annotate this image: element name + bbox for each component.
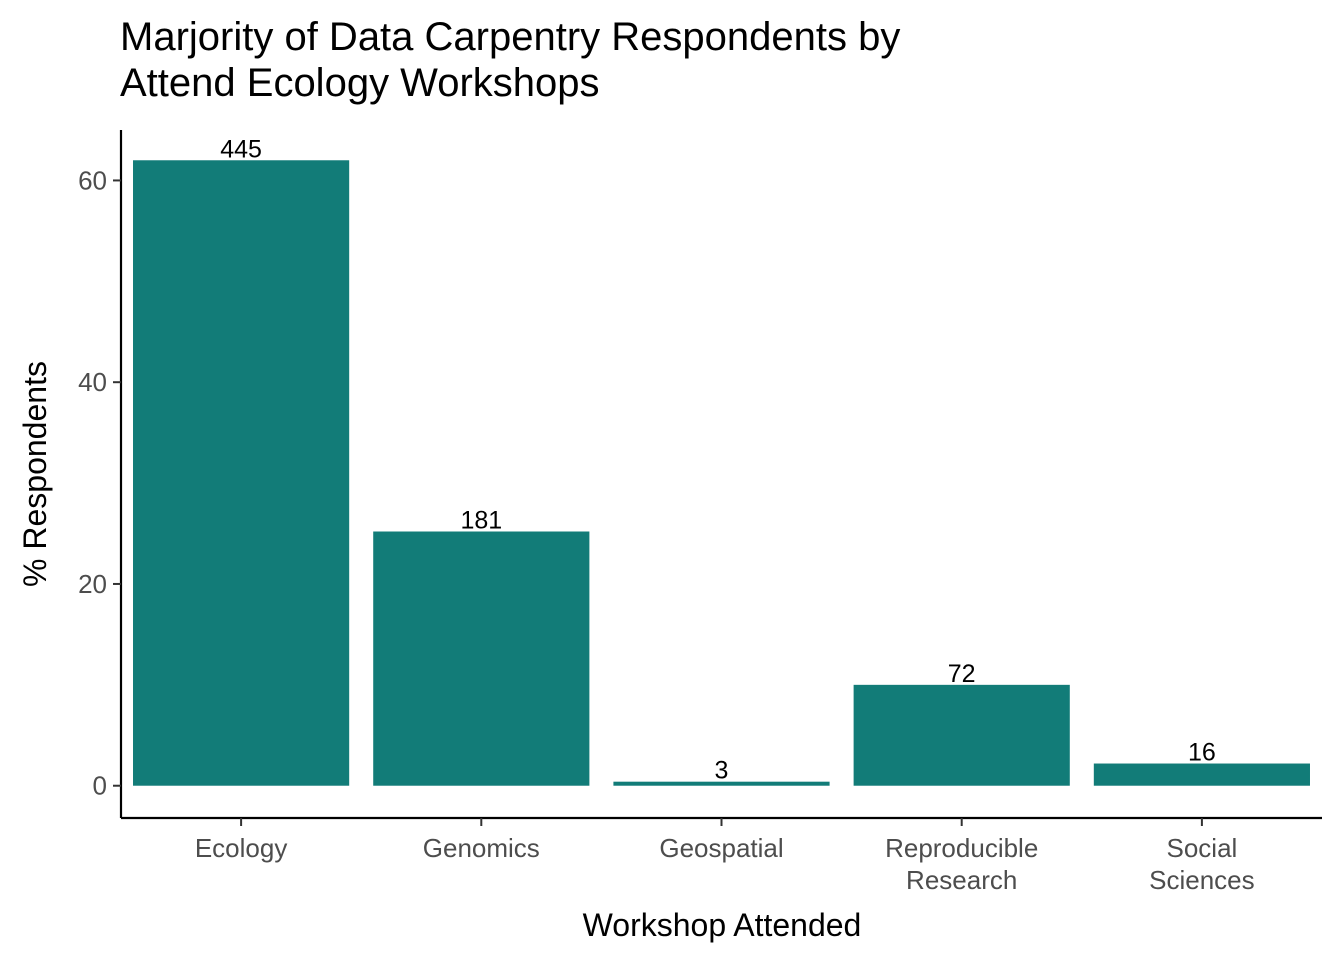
x-tick-label: Reproducible Research — [885, 833, 1038, 895]
x-tick-label: Social Sciences — [1149, 833, 1255, 895]
chart-title-line-1: Marjority of Data Carpentry Respondents … — [120, 15, 901, 59]
y-tick-label: 60 — [78, 165, 107, 195]
bar-count-label: 445 — [220, 135, 262, 163]
data-labels-group: 445 181 3 72 16 — [220, 135, 1216, 784]
y-axis: 0 20 40 60 — [78, 130, 123, 818]
bars-group — [133, 160, 1310, 786]
y-tick-label: 0 — [93, 771, 107, 801]
bar — [613, 781, 830, 786]
x-axis: Ecology Genomics Geospatial Reproducible Res… — [121, 816, 1322, 895]
bar — [373, 531, 590, 786]
chart-title-line-2: Attend Ecology Workshops — [120, 61, 600, 105]
bar-count-label: 3 — [715, 757, 729, 785]
y-tick-label: 40 — [78, 367, 107, 397]
chart-title: Marjority of Data Carpentry Respondents … — [120, 14, 1220, 106]
bar-count-label: 16 — [1188, 739, 1216, 767]
bar — [853, 684, 1070, 786]
bar — [133, 160, 350, 786]
x-tick-label: Genomics — [423, 833, 540, 863]
bar — [1093, 763, 1310, 786]
y-axis-title: % Respondents — [17, 361, 53, 587]
bar-count-label: 72 — [948, 660, 976, 688]
x-tick-label: Ecology — [195, 833, 288, 863]
x-tick-label: Geospatial — [659, 833, 783, 863]
bar-count-label: 181 — [460, 507, 502, 535]
x-axis-title: Workshop Attended — [583, 907, 862, 943]
y-tick-label: 20 — [78, 569, 107, 599]
